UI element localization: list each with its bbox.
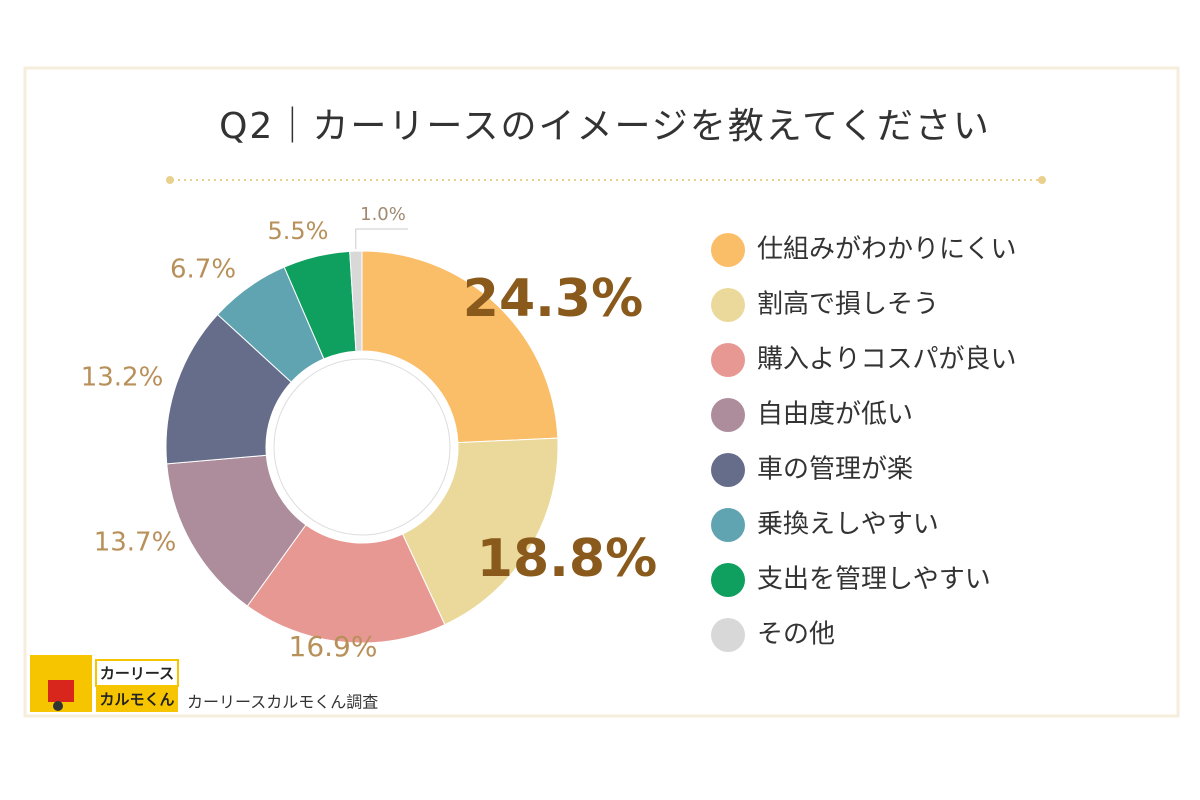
legend-marker (711, 453, 745, 487)
logo-box (95, 659, 179, 687)
legend-marker (711, 288, 745, 322)
donut-slice (361, 250, 559, 444)
logo-box (96, 686, 178, 712)
logo: カーリース カルモくん (30, 655, 179, 712)
legend-label: 割高で損しそう (757, 290, 939, 320)
source: カーリースカルモくん調査 (187, 693, 378, 712)
legend-marker (711, 563, 745, 597)
data-label: 1.0% (360, 204, 406, 225)
donut-slice (401, 437, 559, 626)
inner-ring (268, 353, 456, 541)
legend-marker (711, 618, 745, 652)
logo-icon (53, 701, 63, 711)
inner-ring (273, 358, 451, 536)
legend-label: 車の管理が楽 (757, 455, 913, 485)
legend-marker (711, 398, 745, 432)
legend-marker (711, 233, 745, 267)
legend-label: 仕組みがわかりにくい (757, 235, 1016, 265)
legend-label: その他 (757, 620, 835, 650)
data-label: 5.5% (268, 217, 329, 245)
data-label: 13.2% (81, 363, 164, 393)
donut-slice (349, 250, 363, 352)
legend-label: 支出を管理しやすい (757, 565, 991, 595)
data-label: 16.9% (289, 630, 378, 663)
divider-dot (1038, 176, 1046, 184)
chart-title: Q2｜カーリースのイメージを教えてください (219, 106, 991, 147)
logo-text: カルモくん (99, 691, 174, 709)
legend-label: 購入よりコスパが良い (757, 345, 1016, 375)
data-label: 6.7% (170, 255, 236, 285)
data-label: 13.7% (94, 528, 177, 558)
logo-text: カーリース (100, 665, 174, 683)
donut-slice (246, 524, 446, 644)
leader-line (355, 228, 408, 250)
logo-icon (48, 680, 74, 702)
divider-dot (166, 176, 174, 184)
legend-marker (711, 343, 745, 377)
legend-marker (711, 508, 745, 542)
legend-label: 乗換えしやすい (757, 510, 939, 540)
legend-label: 自由度が低い (757, 400, 913, 430)
data-label: 24.3% (463, 269, 643, 329)
data-label: 18.8% (477, 529, 657, 589)
